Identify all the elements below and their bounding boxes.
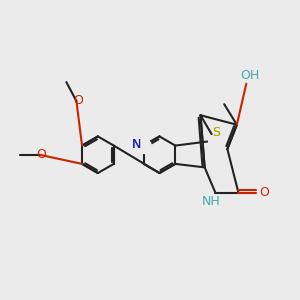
Text: NH: NH [202,195,221,208]
Text: N: N [132,137,141,151]
Text: N: N [132,137,141,151]
Text: O: O [37,148,46,161]
Text: O: O [73,94,83,107]
Text: OH: OH [240,69,259,82]
Text: S: S [212,126,220,139]
Text: S: S [212,126,220,139]
Text: O: O [260,186,270,199]
